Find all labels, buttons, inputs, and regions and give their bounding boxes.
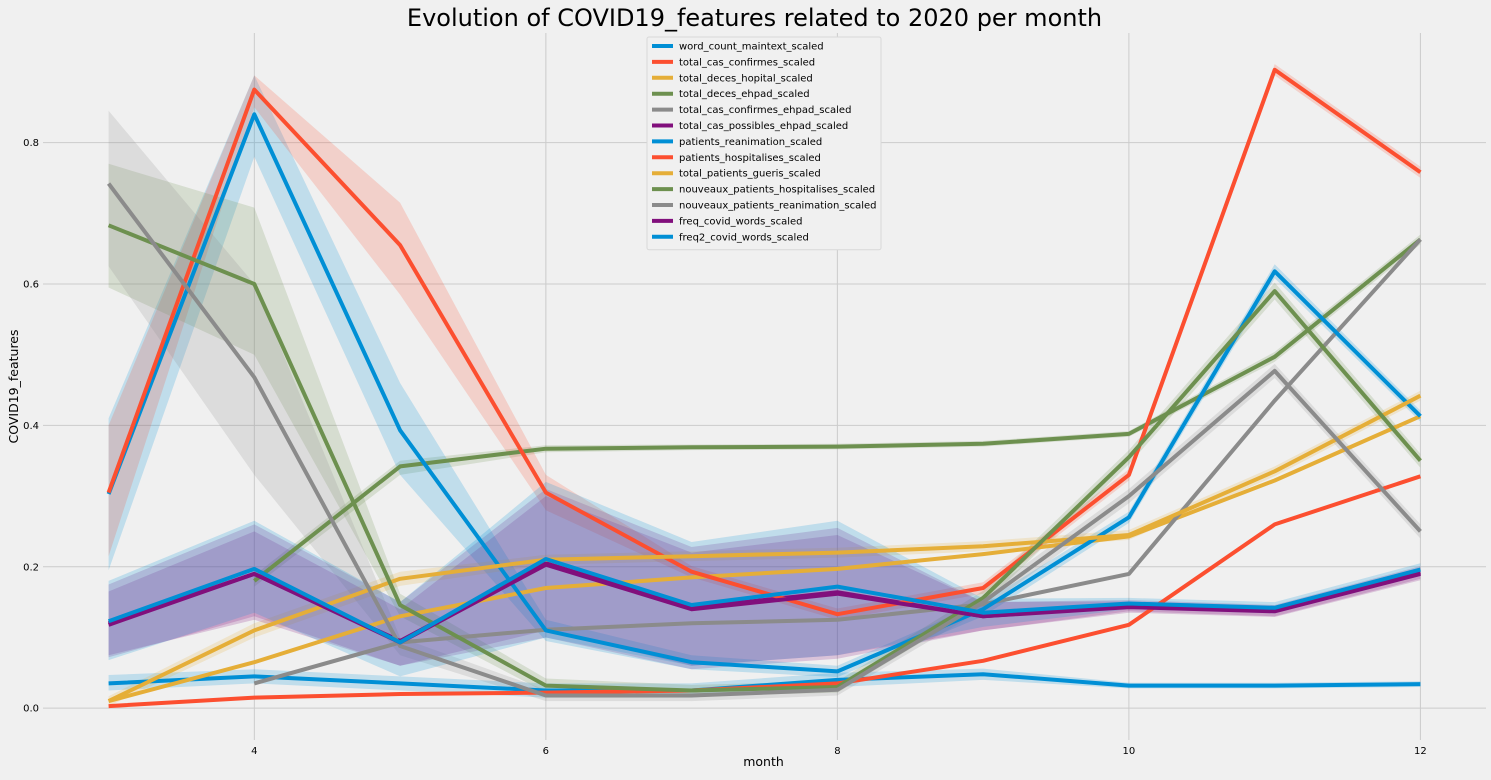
series-line-freq2_covid_words_scaled xyxy=(107,557,1421,645)
x-tick-label: 4 xyxy=(251,746,257,757)
legend-label: freq2_covid_words_scaled xyxy=(679,232,809,243)
confidence-band-freq2_covid_words_scaled xyxy=(108,481,1421,677)
series-line-nouveaux_patients_reanimation_scaled xyxy=(107,182,1422,698)
legend: word_count_maintext_scaled total_cas_conf… xyxy=(646,36,882,251)
legend-label: total_patients_gueris_scaled xyxy=(679,169,821,180)
legend-label: total_cas_possibles_ehpad_scaled xyxy=(679,121,848,132)
confidence-band-nouveaux_patients_hospitalises_scaled xyxy=(108,163,1421,697)
x-tick-label: 12 xyxy=(1414,746,1427,757)
y-tick-label: 0.0 xyxy=(23,704,39,715)
y-axis-label: COVID19_features xyxy=(6,329,21,443)
legend-label: patients_hospitalises_scaled xyxy=(679,153,821,164)
y-tick-label: 0.4 xyxy=(23,421,39,432)
legend-label: word_count_maintext_scaled xyxy=(679,42,824,53)
confidence-band-word_count_maintext_scaled xyxy=(108,668,1421,698)
chart-title: Evolution of COVID19_features related to… xyxy=(407,4,1102,32)
series-line-freq_covid_words_scaled xyxy=(107,562,1421,645)
series-line-patients_hospitalises_scaled xyxy=(106,67,1422,617)
legend-label: nouveaux_patients_reanimation_scaled xyxy=(679,201,876,212)
series-line-nouveaux_patients_hospitalises_scaled xyxy=(107,223,1422,693)
y-tick-label: 0.2 xyxy=(23,562,39,573)
confidence-band-patients_hospitalises_scaled xyxy=(108,64,1421,620)
legend-label: total_deces_ehpad_scaled xyxy=(679,89,810,100)
x-tick-label: 10 xyxy=(1123,746,1136,757)
x-tick-label: 8 xyxy=(834,746,840,757)
series-line-total_cas_confirmes_ehpad_scaled xyxy=(253,238,1422,686)
series-line-patients_reanimation_scaled xyxy=(106,112,1422,674)
legend-box xyxy=(646,36,882,251)
series-lines xyxy=(106,67,1422,709)
x-axis-label: month xyxy=(743,754,784,769)
legend-label: patients_reanimation_scaled xyxy=(679,137,822,148)
series-line-total_deces_ehpad_scaled xyxy=(253,237,1422,583)
legend-label: total_cas_confirmes_scaled xyxy=(679,57,815,68)
y-tick-label: 0.8 xyxy=(23,138,39,149)
legend-label: total_cas_confirmes_ehpad_scaled xyxy=(679,105,851,116)
x-tick-label: 6 xyxy=(543,746,549,757)
y-tick-label: 0.6 xyxy=(23,279,39,290)
series-line-total_deces_hopital_scaled xyxy=(108,414,1422,704)
legend-label: nouveaux_patients_hospitalises_scaled xyxy=(679,185,875,196)
legend-label: total_deces_hopital_scaled xyxy=(679,73,813,84)
legend-label: freq_covid_words_scaled xyxy=(679,216,802,227)
